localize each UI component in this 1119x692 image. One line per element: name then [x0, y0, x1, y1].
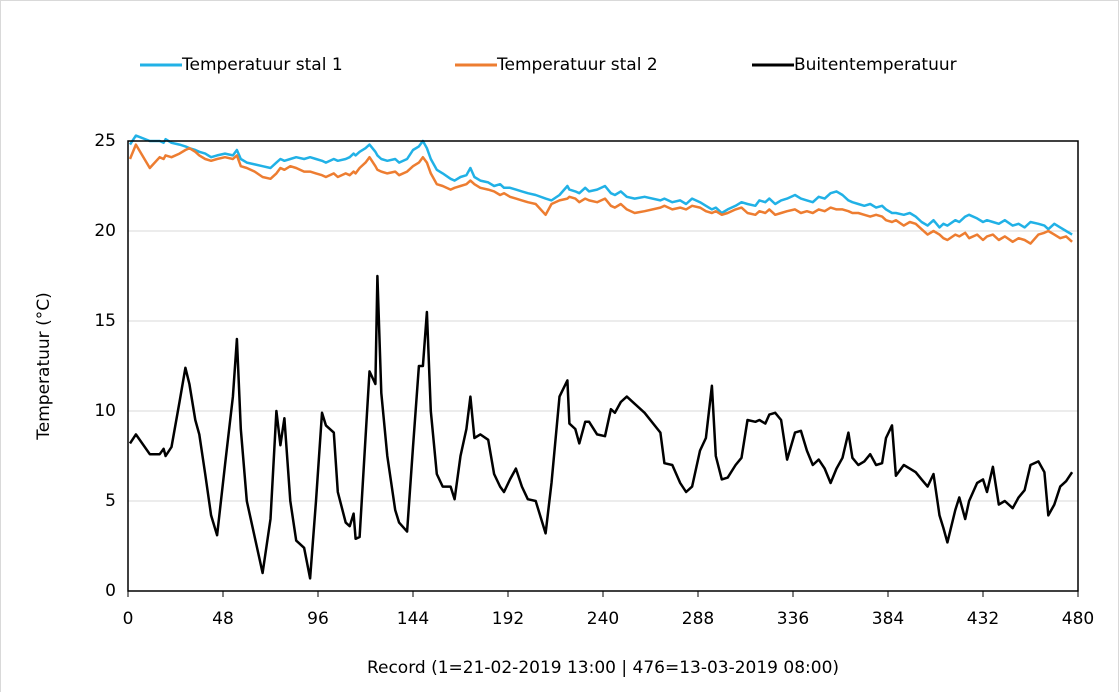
x-tick-label: 144	[397, 609, 429, 629]
series-line	[128, 143, 1073, 245]
series-line	[128, 274, 1074, 580]
y-tick-label: 20	[94, 221, 116, 241]
x-tick-label: 336	[777, 609, 809, 629]
y-tick-label: 5	[105, 491, 116, 511]
legend-label: Temperatuur stal 1	[181, 55, 343, 75]
x-tick-label: 0	[123, 609, 134, 629]
legend-label: Buitentemperatuur	[794, 55, 957, 75]
y-tick-label: 25	[94, 131, 116, 151]
x-tick-label: 240	[587, 609, 619, 629]
x-tick-label: 288	[682, 609, 714, 629]
plot-border	[127, 140, 1079, 592]
x-axis-label: Record (1=21-02-2019 13:00 | 476=13-03-2…	[367, 658, 839, 678]
series-line	[128, 134, 1073, 236]
x-tick-label: 192	[492, 609, 524, 629]
x-tick-label: 384	[872, 609, 904, 629]
y-axis-label: Temperatuur (°C)	[34, 292, 54, 440]
x-tick-label: 432	[967, 609, 999, 629]
y-tick-label: 0	[105, 581, 116, 601]
x-tick-label: 48	[212, 609, 234, 629]
y-tick-label: 15	[94, 311, 116, 331]
y-tick-label: 10	[94, 401, 116, 421]
x-tick-label: 480	[1062, 609, 1094, 629]
x-tick-label: 96	[307, 609, 329, 629]
legend-label: Temperatuur stal 2	[496, 55, 658, 75]
